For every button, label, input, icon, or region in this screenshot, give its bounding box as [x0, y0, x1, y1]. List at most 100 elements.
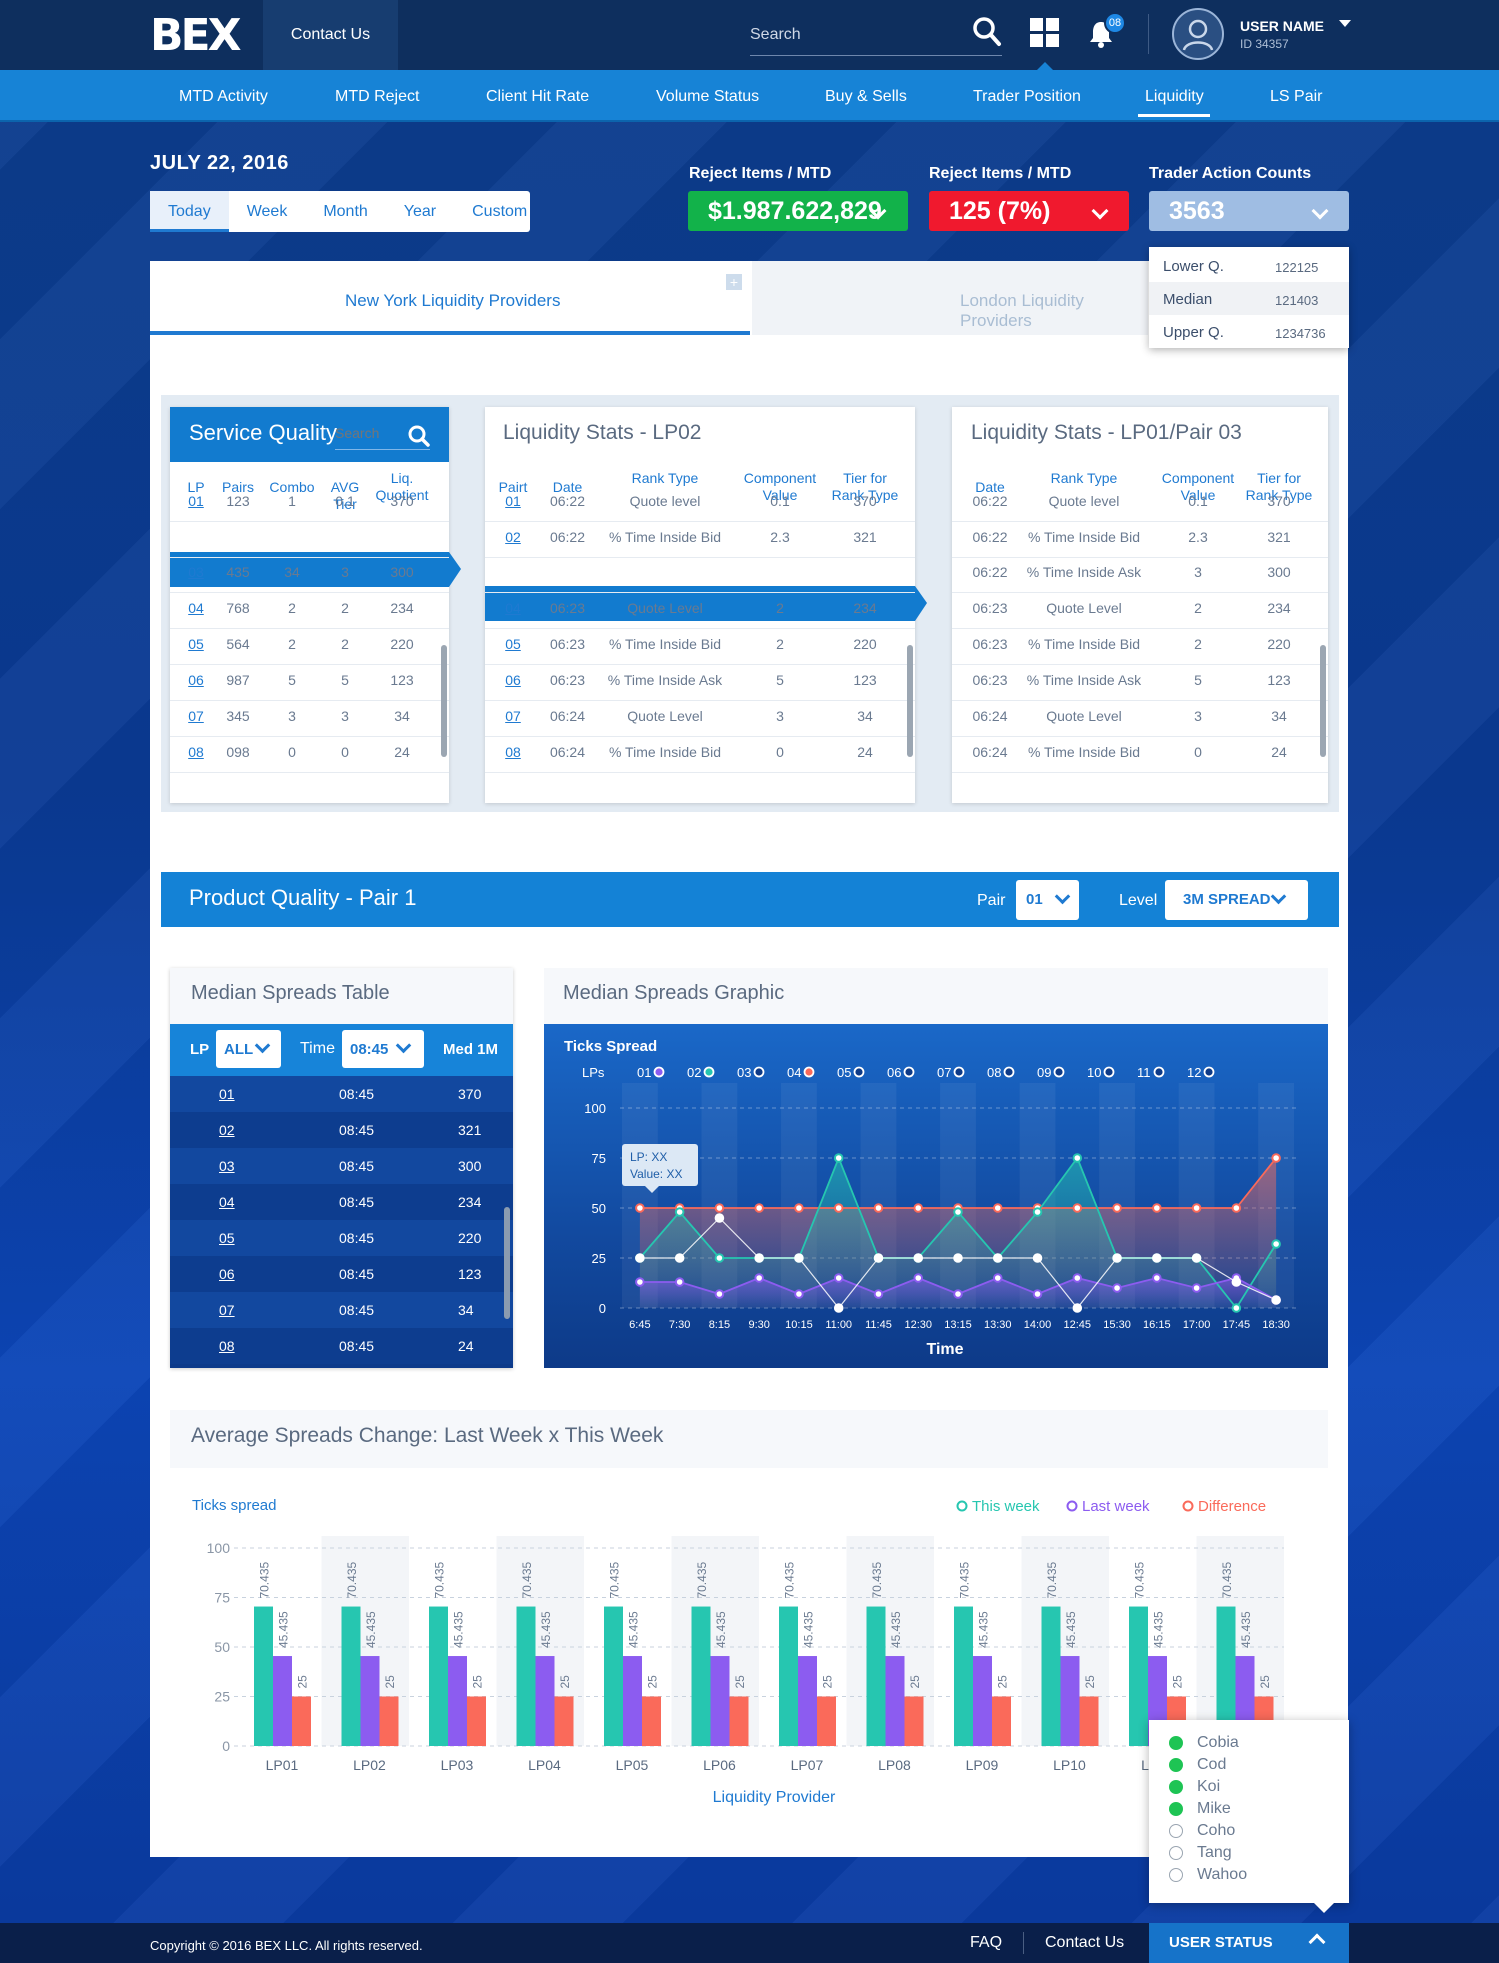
legend-marker[interactable] [803, 1066, 815, 1078]
bar[interactable] [973, 1656, 992, 1746]
user-menu-caret-icon[interactable] [1339, 20, 1351, 27]
data-point[interactable] [992, 1203, 1003, 1213]
data-point[interactable] [1032, 1289, 1043, 1299]
nav-ls-pair[interactable]: LS Pair [1270, 88, 1323, 105]
lp02-col-header[interactable]: Pairt [498, 479, 528, 495]
legend-marker[interactable] [1103, 1066, 1115, 1078]
menu-item-median[interactable]: Median 121403 [1149, 282, 1349, 315]
nav-buy-sells[interactable]: Buy & Sells [825, 88, 907, 105]
bar[interactable] [604, 1606, 623, 1746]
tab-london-providers[interactable]: London Liquidity Providers [752, 261, 1148, 335]
lp01-col-header[interactable]: Tier for Rank Type [1245, 470, 1313, 503]
bar[interactable] [1041, 1606, 1061, 1746]
lp-legend-item[interactable]: Cobia [1169, 1734, 1239, 1752]
bar[interactable] [379, 1696, 399, 1747]
bar[interactable] [992, 1696, 1011, 1747]
tab-week[interactable]: Week [246, 203, 288, 220]
pair-link[interactable]: 05 [505, 636, 521, 652]
bar[interactable] [710, 1656, 730, 1746]
data-point[interactable] [1112, 1283, 1122, 1293]
data-point[interactable] [833, 1153, 844, 1163]
data-point[interactable] [1271, 1153, 1281, 1163]
lp-legend-item[interactable]: Mike [1169, 1800, 1231, 1818]
data-point[interactable] [794, 1203, 804, 1213]
legend-marker[interactable] [1066, 1500, 1078, 1512]
bar[interactable] [642, 1696, 661, 1747]
bar[interactable] [729, 1696, 749, 1747]
lp-legend-item[interactable]: Wahoo [1169, 1866, 1247, 1884]
lp-link[interactable]: 04 [188, 600, 204, 616]
lp01-col-header[interactable]: Date [975, 479, 1005, 495]
lp01-table-scrollbar[interactable] [1320, 645, 1326, 757]
brand-logo[interactable]: BEX [150, 10, 242, 61]
data-point[interactable] [1191, 1283, 1202, 1293]
lp-link[interactable]: 08 [188, 744, 204, 760]
data-point[interactable] [635, 1253, 645, 1263]
bar[interactable] [1129, 1606, 1148, 1746]
bar[interactable] [904, 1696, 924, 1747]
data-point[interactable] [953, 1207, 963, 1217]
lp-legend-item[interactable]: Koi [1169, 1778, 1220, 1796]
service-search-input[interactable] [335, 425, 405, 441]
sq-col-header[interactable]: Pairs [222, 479, 254, 495]
user-status-button[interactable]: USER STATUS [1149, 1923, 1349, 1963]
pair-link[interactable]: 04 [505, 600, 521, 616]
bar[interactable] [273, 1656, 292, 1746]
add-tab-button[interactable]: + [726, 274, 742, 290]
data-point[interactable] [1032, 1207, 1043, 1217]
data-point[interactable] [794, 1253, 804, 1263]
data-point[interactable] [1271, 1295, 1281, 1305]
data-point[interactable] [1191, 1253, 1202, 1263]
data-point[interactable] [1152, 1273, 1162, 1283]
lp-legend-item[interactable]: Tang [1169, 1844, 1232, 1862]
legend-marker[interactable] [853, 1066, 865, 1078]
legend-marker[interactable] [703, 1066, 715, 1078]
lp-link[interactable]: 01 [219, 1086, 235, 1102]
lp02-col-header[interactable]: Component Value [743, 470, 817, 503]
sq-col-header[interactable]: Combo [269, 479, 315, 495]
data-point[interactable] [1231, 1203, 1242, 1213]
lp-link[interactable]: 04 [219, 1194, 235, 1210]
menu-item-lower-q[interactable]: Lower Q. 122125 [1149, 249, 1349, 282]
pair-link[interactable]: 03 [505, 564, 521, 580]
pair-link[interactable]: 07 [505, 708, 521, 724]
data-point[interactable] [1112, 1203, 1122, 1213]
bar[interactable] [467, 1696, 486, 1747]
data-point[interactable] [1152, 1203, 1162, 1213]
lp-link[interactable]: 03 [188, 564, 204, 580]
lp-link[interactable]: 02 [188, 529, 204, 545]
lp-link[interactable]: 08 [219, 1338, 235, 1354]
bar[interactable] [535, 1656, 555, 1746]
bar[interactable] [691, 1606, 711, 1746]
bar[interactable] [341, 1606, 361, 1746]
data-point[interactable] [1231, 1277, 1242, 1287]
data-point[interactable] [913, 1253, 924, 1263]
legend-marker[interactable] [1203, 1066, 1215, 1078]
lp-link[interactable]: 03 [219, 1158, 235, 1174]
data-point[interactable] [794, 1289, 804, 1299]
bar[interactable] [554, 1696, 574, 1747]
data-point[interactable] [674, 1277, 685, 1287]
lp02-col-header[interactable]: Date [552, 479, 583, 495]
lp-link[interactable]: 05 [188, 636, 204, 652]
tab-month[interactable]: Month [323, 203, 368, 220]
user-name[interactable]: USER NAME [1240, 18, 1325, 34]
sq-col-header[interactable]: LP [187, 479, 205, 495]
data-point[interactable] [754, 1253, 764, 1263]
bar[interactable] [885, 1656, 905, 1746]
data-point[interactable] [913, 1203, 924, 1213]
lp02-table-scrollbar[interactable] [907, 645, 913, 757]
bar[interactable] [360, 1656, 380, 1746]
lp-link[interactable]: 01 [188, 493, 204, 509]
sq-col-header[interactable]: Liq. Quotient [375, 470, 429, 503]
data-point[interactable] [714, 1203, 725, 1213]
data-point[interactable] [714, 1253, 725, 1263]
lp02-col-header[interactable]: Tier for Rank Type [831, 470, 899, 503]
legend-marker[interactable] [1182, 1500, 1194, 1512]
data-point[interactable] [754, 1203, 764, 1213]
data-point[interactable] [833, 1203, 844, 1213]
data-point[interactable] [873, 1203, 884, 1213]
lp-link[interactable]: 07 [219, 1302, 235, 1318]
legend-marker[interactable] [956, 1500, 968, 1512]
lp-link[interactable]: 06 [188, 672, 204, 688]
